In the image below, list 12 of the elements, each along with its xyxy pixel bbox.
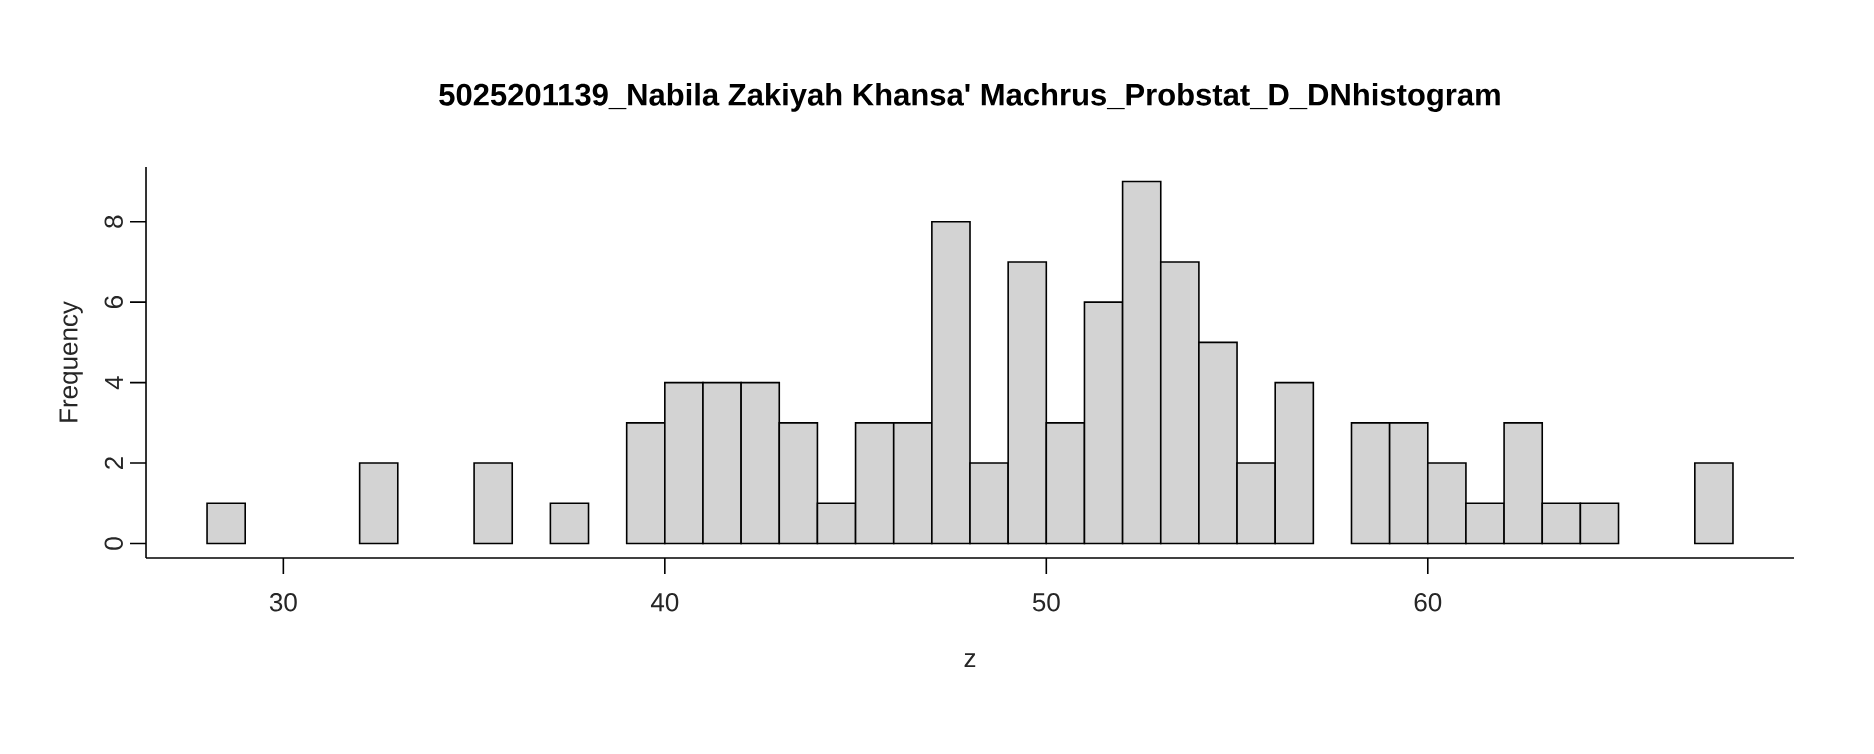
x-tick-label: 60 bbox=[1414, 593, 1442, 612]
x-tick-label: 40 bbox=[650, 593, 679, 612]
y-tick-label: 8 bbox=[104, 215, 123, 228]
y-tick-label: 4 bbox=[105, 376, 123, 390]
y-axis-title: Frequency bbox=[59, 301, 83, 422]
x-tick-label: 30 bbox=[269, 593, 297, 612]
x-tick-label: 50 bbox=[1032, 593, 1060, 612]
y-tick-label: 2 bbox=[104, 457, 123, 469]
x-axis-title: z bbox=[964, 653, 976, 667]
chart-title: 5025201139_Nabila Zakiyah Khansa' Machrus_Probstat_D_DNhistogram bbox=[439, 82, 1500, 112]
y-tick-label: 0 bbox=[104, 537, 123, 550]
y-tick-label: 6 bbox=[104, 296, 123, 309]
